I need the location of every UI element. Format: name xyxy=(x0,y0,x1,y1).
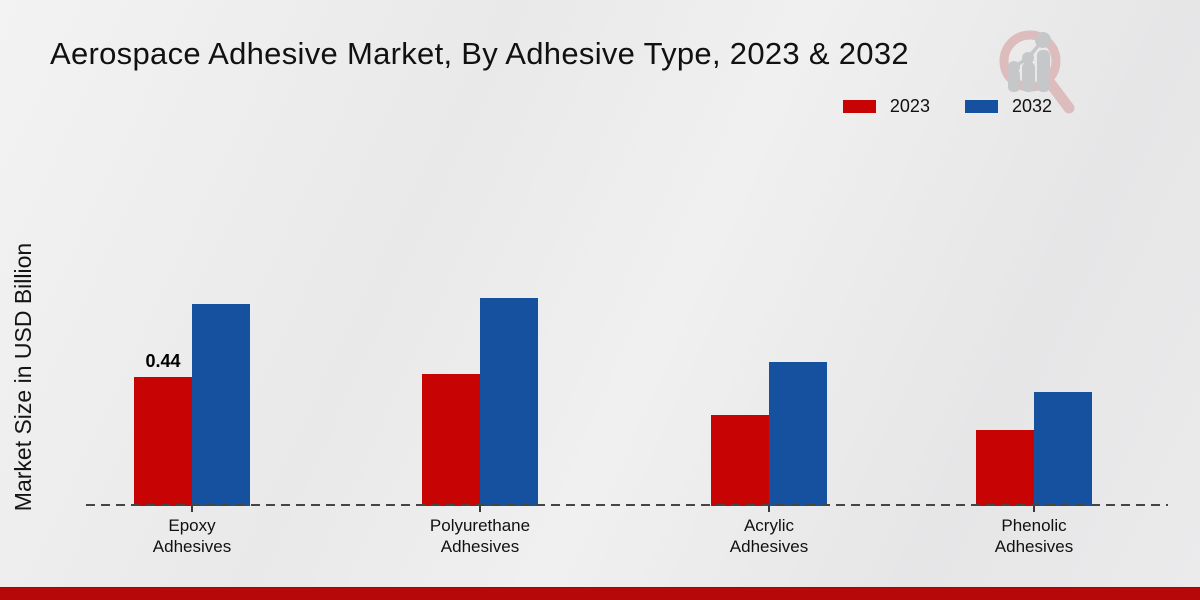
category-label-acrylic-adhesives: Acrylic Adhesives xyxy=(729,516,809,557)
bar-2032-polyurethane-adhesives xyxy=(480,298,538,506)
x-axis-line xyxy=(86,504,1168,506)
x-axis-tick xyxy=(479,506,481,512)
category-label-polyurethane-adhesives: Polyurethane Adhesives xyxy=(429,516,531,557)
bar-2023-phenolic-adhesives xyxy=(976,430,1034,506)
legend-swatch-2023 xyxy=(841,99,877,114)
bar-2023-acrylic-adhesives xyxy=(711,415,769,506)
bar-2023-epoxy-adhesives xyxy=(134,377,192,506)
x-axis-tick xyxy=(768,506,770,512)
x-axis-tick xyxy=(191,506,193,512)
legend-item-2023: 2023 xyxy=(841,96,930,117)
bar-value-label: 0.44 xyxy=(145,351,181,371)
chart-title: Aerospace Adhesive Market, By Adhesive T… xyxy=(50,36,909,71)
legend-swatch-2032 xyxy=(963,99,999,114)
x-axis-tick xyxy=(1033,506,1035,512)
legend-item-2032: 2032 xyxy=(963,96,1052,117)
magnifier-chart-logo-icon xyxy=(999,30,1075,114)
category-label-phenolic-adhesives: Phenolic Adhesives xyxy=(994,516,1074,557)
legend-label: 2023 xyxy=(889,96,930,116)
bar-2032-acrylic-adhesives xyxy=(769,362,827,506)
footer-accent-bar xyxy=(0,587,1200,600)
bar-2032-epoxy-adhesives xyxy=(192,304,250,506)
category-label-epoxy-adhesives: Epoxy Adhesives xyxy=(152,516,232,557)
legend-label: 2032 xyxy=(1011,96,1052,116)
bar-2032-phenolic-adhesives xyxy=(1034,392,1092,506)
legend: 2023 2032 xyxy=(841,96,1052,117)
bar-2023-polyurethane-adhesives xyxy=(422,374,480,506)
